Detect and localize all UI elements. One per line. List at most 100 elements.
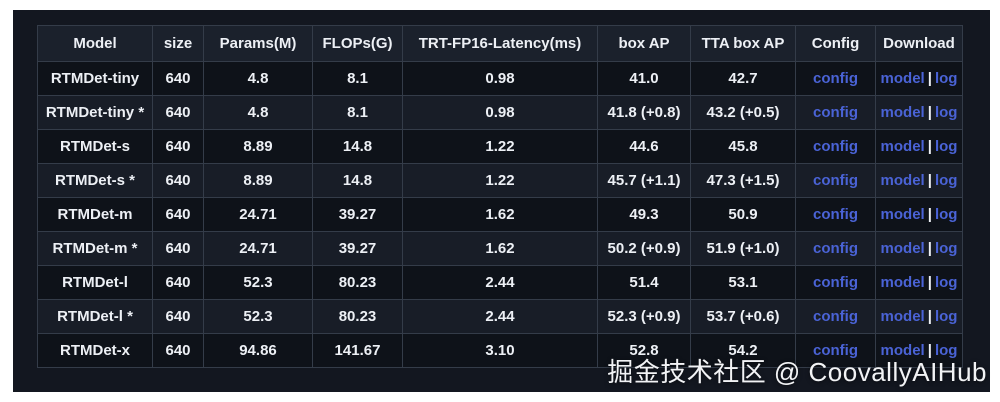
header-model: Model — [37, 25, 153, 62]
model-cell: RTMDet-s * — [37, 163, 153, 198]
size-cell: 640 — [152, 299, 204, 334]
tta-box-ap-cell: 53.7 (+0.6) — [690, 299, 796, 334]
config-link[interactable]: config — [813, 70, 858, 87]
box-ap-cell: 45.7 (+1.1) — [597, 163, 691, 198]
log-download-link[interactable]: log — [934, 70, 958, 87]
log-download-link[interactable]: log — [934, 274, 958, 291]
download-separator: | — [927, 240, 932, 257]
tta-box-ap-cell: 47.3 (+1.5) — [690, 163, 796, 198]
config-cell: config — [795, 129, 876, 164]
flops-cell: 14.8 — [312, 163, 403, 198]
box-ap-cell: 52.8 — [597, 333, 691, 368]
latency-cell: 0.98 — [402, 95, 598, 130]
config-link[interactable]: config — [813, 274, 858, 291]
log-download-link[interactable]: log — [934, 240, 958, 257]
params-cell: 94.86 — [203, 333, 313, 368]
header-latency: TRT-FP16-Latency(ms) — [402, 25, 598, 62]
model-download-link[interactable]: model — [880, 308, 925, 325]
model-download-link[interactable]: model — [880, 70, 925, 87]
log-download-link[interactable]: log — [934, 206, 958, 223]
model-download-link[interactable]: model — [880, 342, 925, 359]
log-download-link[interactable]: log — [934, 172, 958, 189]
download-separator: | — [927, 138, 932, 155]
params-cell: 52.3 — [203, 265, 313, 300]
latency-cell: 0.98 — [402, 61, 598, 96]
table-row: RTMDet-s * 640 8.89 14.8 1.22 45.7 (+1.1) 47.3… — [37, 163, 963, 198]
log-download-link[interactable]: log — [934, 308, 958, 325]
header-flops: FLOPs(G) — [312, 25, 403, 62]
download-separator: | — [927, 70, 932, 87]
log-download-link[interactable]: log — [934, 138, 958, 155]
latency-cell: 1.22 — [402, 163, 598, 198]
config-cell: config — [795, 197, 876, 232]
tta-box-ap-cell: 45.8 — [690, 129, 796, 164]
model-download-link[interactable]: model — [880, 104, 925, 121]
latency-cell: 1.62 — [402, 197, 598, 232]
tta-box-ap-cell: 54.2 — [690, 333, 796, 368]
model-download-link[interactable]: model — [880, 138, 925, 155]
size-cell: 640 — [152, 163, 204, 198]
model-download-link[interactable]: model — [880, 206, 925, 223]
download-separator: | — [927, 274, 932, 291]
model-download-link[interactable]: model — [880, 274, 925, 291]
params-cell: 4.8 — [203, 95, 313, 130]
header-box-ap: box AP — [597, 25, 691, 62]
log-download-link[interactable]: log — [934, 104, 958, 121]
flops-cell: 14.8 — [312, 129, 403, 164]
flops-cell: 80.23 — [312, 299, 403, 334]
config-link[interactable]: config — [813, 308, 858, 325]
flops-cell: 141.67 — [312, 333, 403, 368]
box-ap-cell: 49.3 — [597, 197, 691, 232]
config-link[interactable]: config — [813, 240, 858, 257]
download-separator: | — [927, 342, 932, 359]
download-separator: | — [927, 172, 932, 189]
size-cell: 640 — [152, 61, 204, 96]
latency-cell: 3.10 — [402, 333, 598, 368]
latency-cell: 1.22 — [402, 129, 598, 164]
latency-cell: 2.44 — [402, 299, 598, 334]
header-row: Model size Params(M) FLOPs(G) TRT-FP16-L… — [37, 25, 963, 62]
config-link[interactable]: config — [813, 138, 858, 155]
tta-box-ap-cell: 51.9 (+1.0) — [690, 231, 796, 266]
config-link[interactable]: config — [813, 172, 858, 189]
table-row: RTMDet-x 640 94.86 141.67 3.10 52.8 54.2 config… — [37, 333, 963, 368]
log-download-link[interactable]: log — [934, 342, 958, 359]
config-link[interactable]: config — [813, 104, 858, 121]
tta-box-ap-cell: 43.2 (+0.5) — [690, 95, 796, 130]
config-cell: config — [795, 61, 876, 96]
config-cell: config — [795, 265, 876, 300]
model-cell: RTMDet-m — [37, 197, 153, 232]
header-params: Params(M) — [203, 25, 313, 62]
latency-cell: 1.62 — [402, 231, 598, 266]
tta-box-ap-cell: 50.9 — [690, 197, 796, 232]
dark-canvas: Model size Params(M) FLOPs(G) TRT-FP16-L… — [13, 10, 990, 392]
box-ap-cell: 52.3 (+0.9) — [597, 299, 691, 334]
download-cell: model | log — [875, 61, 963, 96]
download-separator: | — [927, 206, 932, 223]
flops-cell: 8.1 — [312, 61, 403, 96]
table-row: RTMDet-l * 640 52.3 80.23 2.44 52.3 (+0.9) 53.… — [37, 299, 963, 334]
model-download-link[interactable]: model — [880, 240, 925, 257]
model-cell: RTMDet-x — [37, 333, 153, 368]
config-cell: config — [795, 163, 876, 198]
table-row: RTMDet-s 640 8.89 14.8 1.22 44.6 45.8 config mod… — [37, 129, 963, 164]
params-cell: 24.71 — [203, 231, 313, 266]
box-ap-cell: 44.6 — [597, 129, 691, 164]
tta-box-ap-cell: 42.7 — [690, 61, 796, 96]
config-link[interactable]: config — [813, 206, 858, 223]
params-cell: 52.3 — [203, 299, 313, 334]
header-tta-box-ap: TTA box AP — [690, 25, 796, 62]
download-cell: model | log — [875, 231, 963, 266]
table-body: RTMDet-tiny 640 4.8 8.1 0.98 41.0 42.7 config mo… — [37, 61, 963, 368]
config-link[interactable]: config — [813, 342, 858, 359]
params-cell: 4.8 — [203, 61, 313, 96]
size-cell: 640 — [152, 231, 204, 266]
table-row: RTMDet-m 640 24.71 39.27 1.62 49.3 50.9 config m… — [37, 197, 963, 232]
size-cell: 640 — [152, 333, 204, 368]
model-cell: RTMDet-s — [37, 129, 153, 164]
model-cell: RTMDet-m * — [37, 231, 153, 266]
box-ap-cell: 51.4 — [597, 265, 691, 300]
download-cell: model | log — [875, 299, 963, 334]
model-download-link[interactable]: model — [880, 172, 925, 189]
